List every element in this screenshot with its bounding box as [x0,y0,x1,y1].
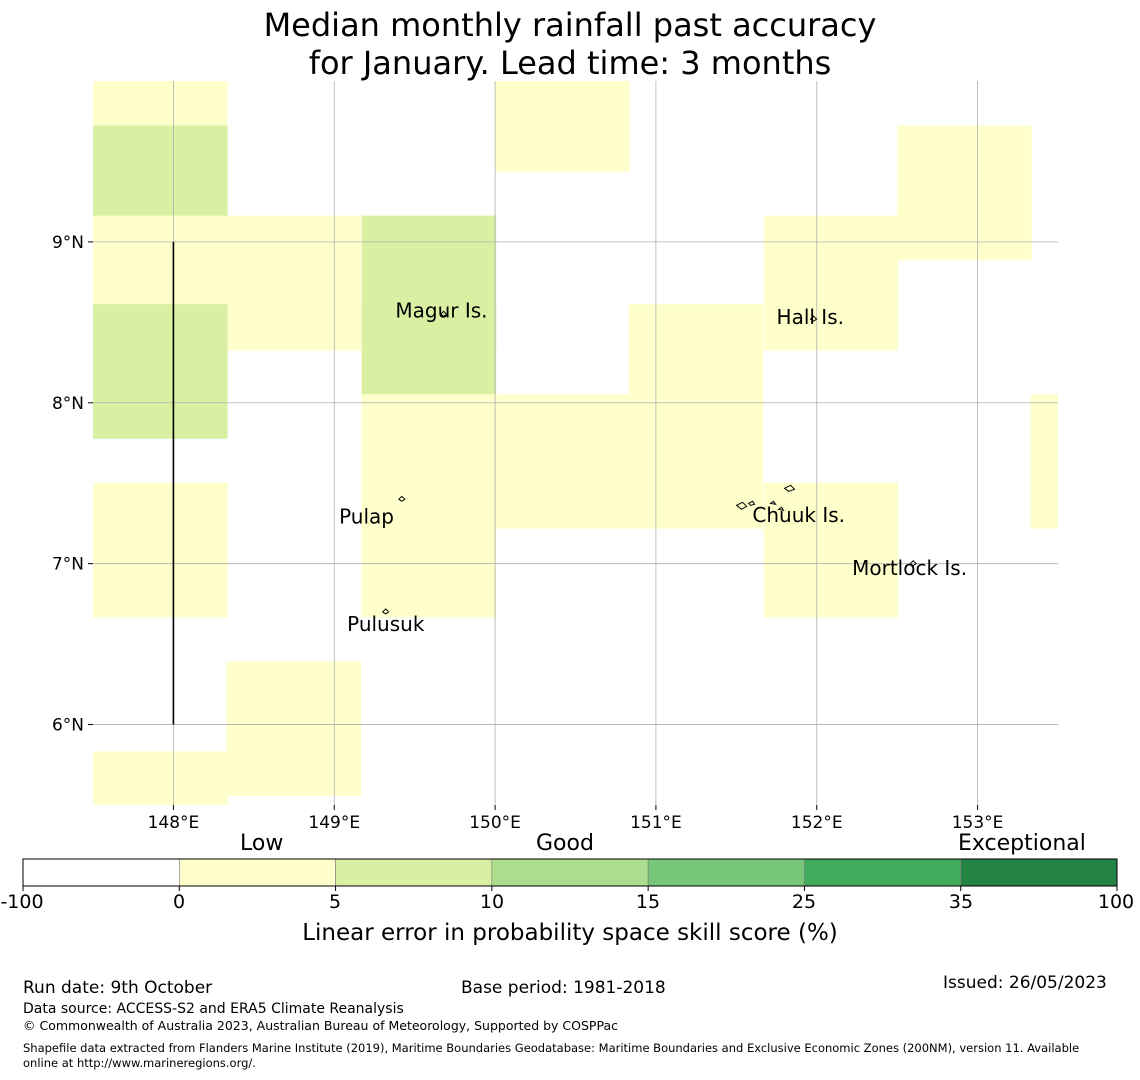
island-outline [909,559,918,567]
island-label: Pulusuk [347,612,425,636]
skill-grid-cell [763,215,899,351]
colorbar-segment [491,858,649,887]
latitude-tick-label: 8°N [52,394,84,414]
island-outline [809,315,818,322]
skill-grid-cell [763,482,899,618]
run-date: Run date: 9th October [23,978,213,998]
colorbar-tick-label: 10 [479,891,505,913]
colorbar-category-exceptional: Exceptional [958,831,1086,856]
copyright-notice: © Commonwealth of Australia 2023, Austra… [23,1018,618,1033]
latitude-tick-label: 7°N [52,555,84,575]
skill-grid-cell [495,394,630,529]
skill-grid-cell [628,394,764,529]
latitude-tick-label: 6°N [52,716,84,736]
chart-title-line-1: Median monthly rainfall past accuracy [263,6,877,44]
longitude-tick-label: 152°E [791,813,843,833]
colorbar-segment [647,858,805,887]
latitude-tick-label: 9°N [52,233,84,253]
data-source: Data source: ACCESS-S2 and ERA5 Climate … [23,1001,404,1017]
colorbar-tick-label: 100 [1097,891,1135,913]
chart-title-line-2: for January. Lead time: 3 months [308,44,832,82]
colorbar-segment [335,858,493,887]
colorbar-segment [960,858,1118,887]
island-label: Magur Is. [395,299,487,323]
colorbar-axis-label: Linear error in probability space skill … [302,920,838,946]
island-outline [439,310,448,317]
island-label: Chuuk Is. [752,503,845,527]
colorbar-tick-label: 0 [172,891,186,913]
skill-grid-cell [93,304,228,439]
skill-grid-cell [897,125,1032,261]
island-outline [381,608,390,615]
colorbar-tick-label: -100 [0,891,44,913]
skill-grid-cell [226,215,362,351]
skill-grid-cell [1030,394,1058,529]
island-label: Pulap [339,504,394,528]
skill-grid-cell [93,751,228,805]
colorbar-segment [22,858,180,887]
longitude-tick-label: 153°E [952,813,1004,833]
island-label: Mortlock Is. [852,556,967,580]
longitude-tick-label: 149°E [308,813,360,833]
colorbar-category-good: Good [536,831,594,856]
colorbar-tick-label: 25 [791,891,817,913]
colorbar-tick-label: 35 [948,891,974,913]
colorbar-segment [804,858,962,887]
shapefile-credit-line-1: Shapefile data extracted from Flanders M… [23,1041,1080,1055]
island-outline [398,495,406,502]
issued-date: Issued: 26/05/2023 [943,973,1107,993]
skill-grid-cell [361,482,497,618]
colorbar-segment [178,858,336,887]
skill-grid-cell [226,661,362,796]
colorbar-category-low: Low [240,831,284,856]
base-period: Base period: 1981-2018 [461,978,666,998]
longitude-tick-label: 148°E [148,813,200,833]
longitude-tick-label: 151°E [630,813,682,833]
skill-grid-cell [93,482,228,618]
island-label: Hall Is. [777,305,844,329]
island-outline [735,484,796,512]
shapefile-credit-line-2: online at http://www.marineregions.org/. [23,1056,256,1070]
skill-grid-cell [495,81,630,172]
longitude-tick-label: 150°E [469,813,521,833]
colorbar-tick-label: 15 [635,891,661,913]
colorbar-frame [22,858,1118,887]
colorbar-tick-label: 5 [328,891,342,913]
